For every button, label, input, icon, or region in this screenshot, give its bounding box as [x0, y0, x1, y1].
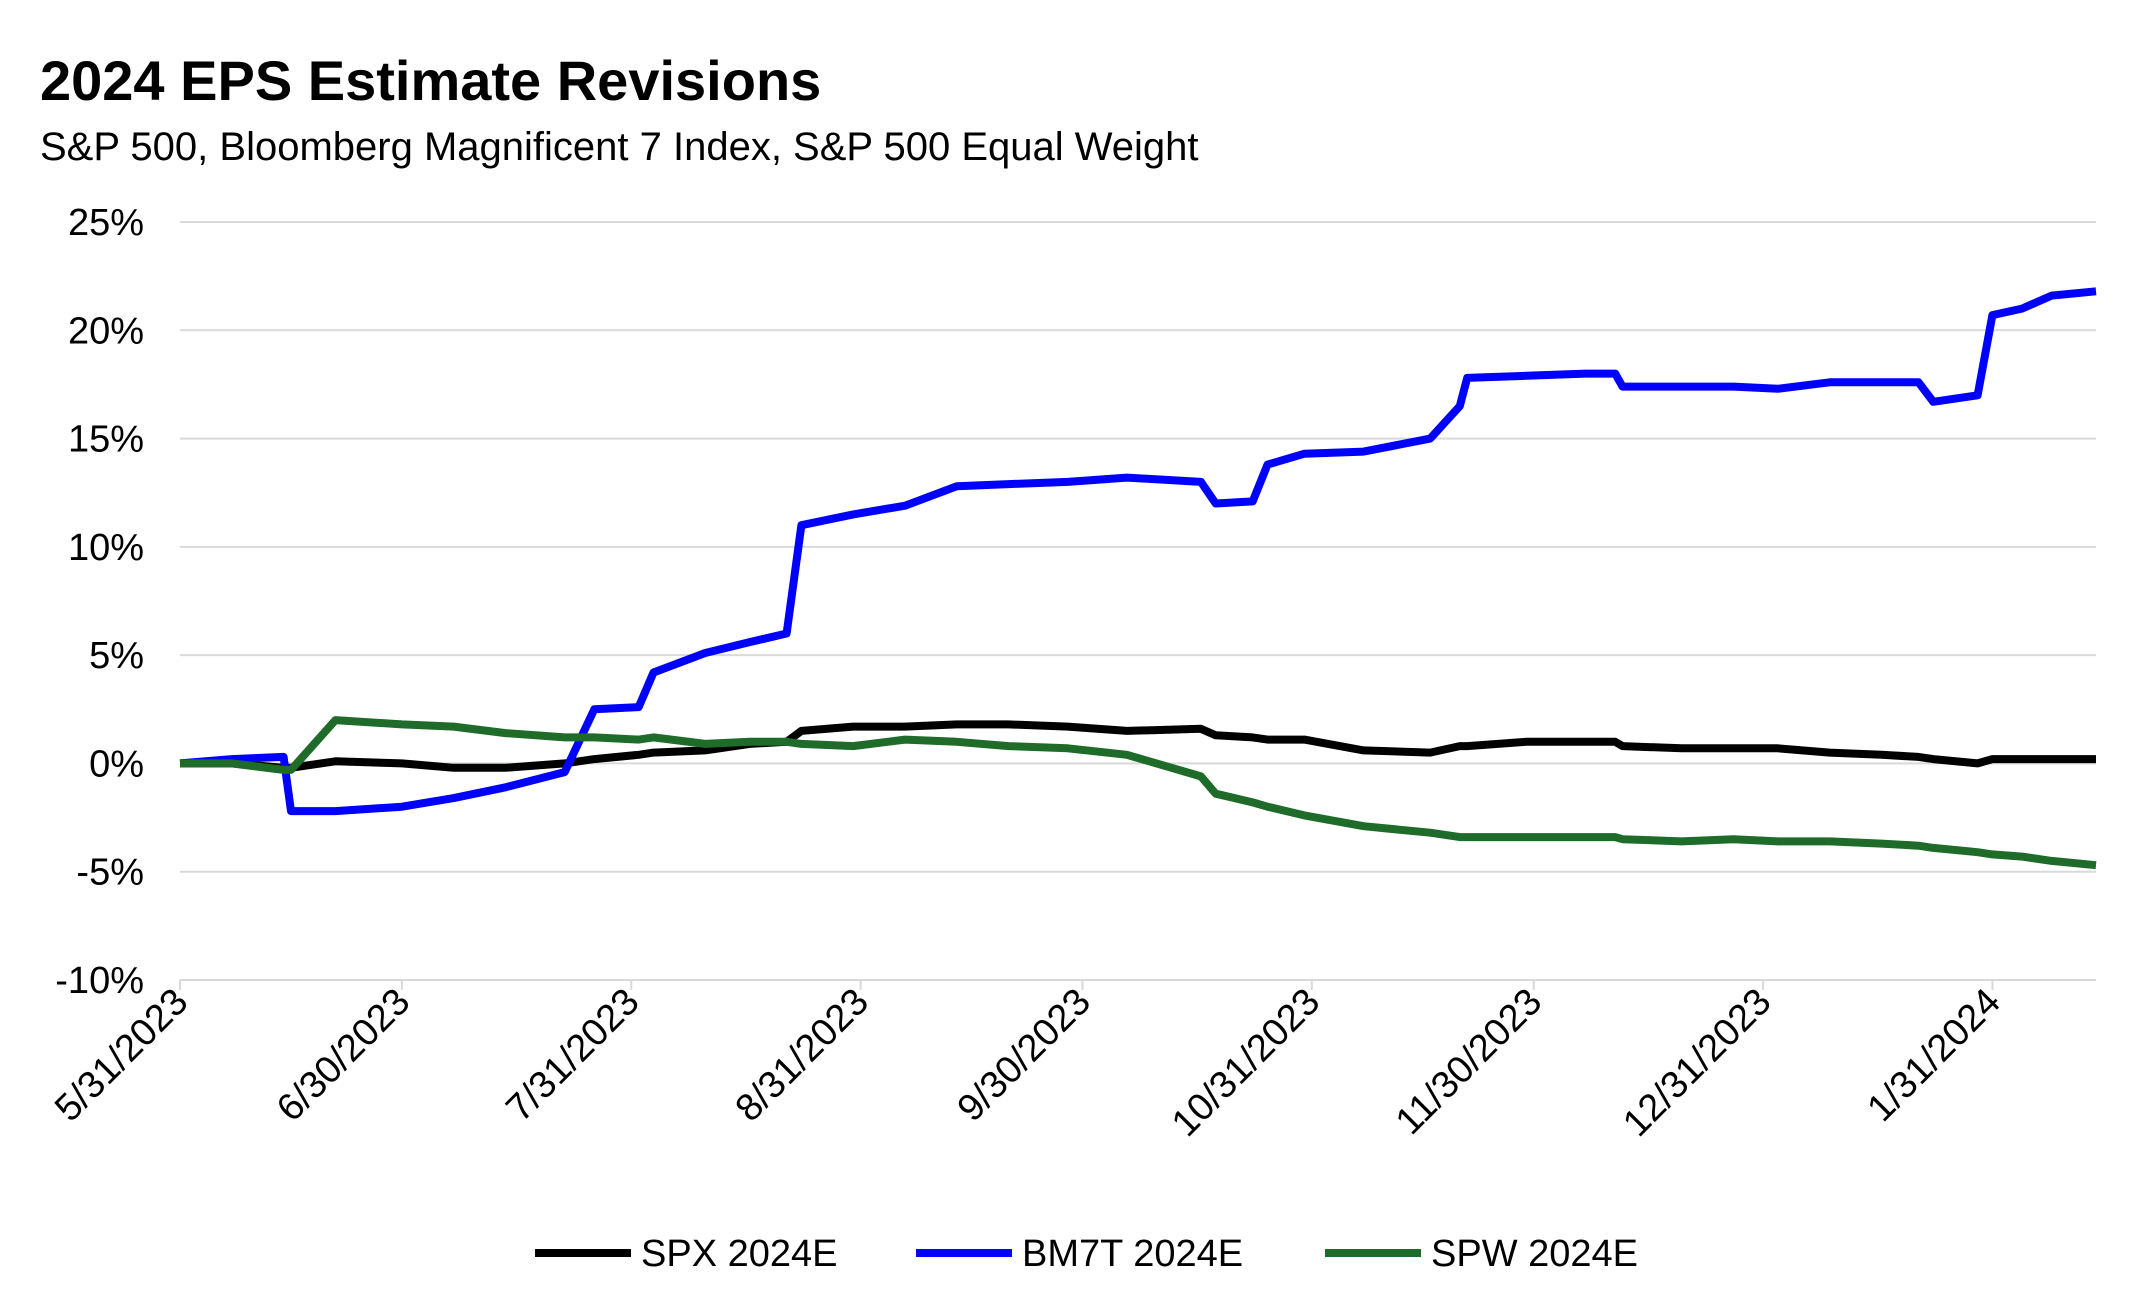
legend-label: SPW 2024E — [1431, 1233, 1638, 1275]
x-tick-label: 11/30/2023 — [1388, 981, 1550, 1143]
y-tick-label: 25% — [68, 202, 144, 244]
x-tick-label: 12/31/2023 — [1615, 981, 1779, 1145]
line-series — [180, 720, 2096, 772]
x-tick-label: 7/31/2023 — [498, 981, 647, 1130]
x-tick-label: 9/30/2023 — [950, 981, 1099, 1130]
y-tick-label: 15% — [68, 419, 144, 461]
chart-subtitle: S&P 500, Bloomberg Magnificent 7 Index, … — [40, 125, 1199, 169]
legend-item: SPX 2024E — [535, 1233, 837, 1275]
chart-title: 2024 EPS Estimate Revisions — [40, 49, 821, 112]
legend-item: SPW 2024E — [1325, 1233, 1638, 1275]
x-tick-label: 8/31/2023 — [728, 981, 877, 1130]
line-series — [180, 716, 2097, 870]
x-tick-label: 1/31/2024 — [1860, 981, 2009, 1130]
legend-label: BM7T 2024E — [1022, 1233, 1243, 1275]
x-tick-label: 10/31/2023 — [1164, 981, 1328, 1145]
legend-label: SPX 2024E — [641, 1233, 837, 1275]
y-tick-label: -10% — [55, 960, 144, 1002]
y-tick-label: -5% — [76, 852, 144, 894]
y-tick-label: 20% — [68, 310, 144, 352]
y-tick-label: 0% — [89, 743, 144, 785]
line-series — [179, 287, 2097, 816]
x-tick-label: 6/30/2023 — [269, 981, 418, 1130]
x-tick-label: 5/31/2023 — [47, 981, 196, 1130]
y-tick-label: 5% — [89, 635, 144, 677]
y-tick-label: 10% — [68, 527, 144, 569]
legend-item: BM7T 2024E — [916, 1233, 1243, 1275]
